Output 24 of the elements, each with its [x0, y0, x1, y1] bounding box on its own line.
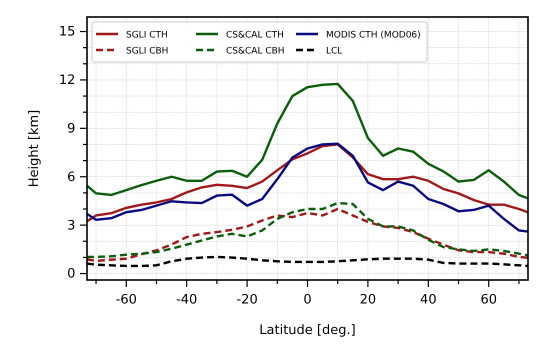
y-axis-title: Height [km]	[27, 110, 42, 188]
line-series	[87, 82, 528, 200]
x-tick-label: 0	[303, 292, 312, 308]
x-tick-label: 20	[360, 292, 376, 308]
legend-label: CS&CAL CTH	[226, 30, 284, 40]
legend-label: MODIS CTH (MOD06)	[326, 30, 421, 40]
legend-label: SGLI CBH	[126, 46, 168, 56]
x-tick-label: 60	[480, 292, 498, 308]
line-series	[87, 202, 528, 258]
y-tick-label: 15	[58, 24, 76, 40]
y-tick-label: 9	[67, 121, 76, 136]
legend-label: CS&CAL CBH	[226, 46, 285, 56]
x-tick-label: -60	[116, 292, 137, 308]
legend-label: SGLI CTH	[126, 30, 168, 40]
x-tick-label: 40	[420, 292, 437, 308]
y-tick-label: 6	[67, 170, 76, 185]
x-axis-title: Latitude [deg.]	[259, 323, 356, 338]
x-tick-label: -40	[176, 292, 198, 308]
legend-label: LCL	[326, 46, 342, 56]
line-series	[87, 208, 528, 262]
y-tick-label: 12	[58, 73, 76, 88]
y-tick-label: 0	[67, 266, 76, 282]
y-tick-label: 3	[67, 218, 76, 234]
x-tick-label: -20	[236, 292, 258, 308]
